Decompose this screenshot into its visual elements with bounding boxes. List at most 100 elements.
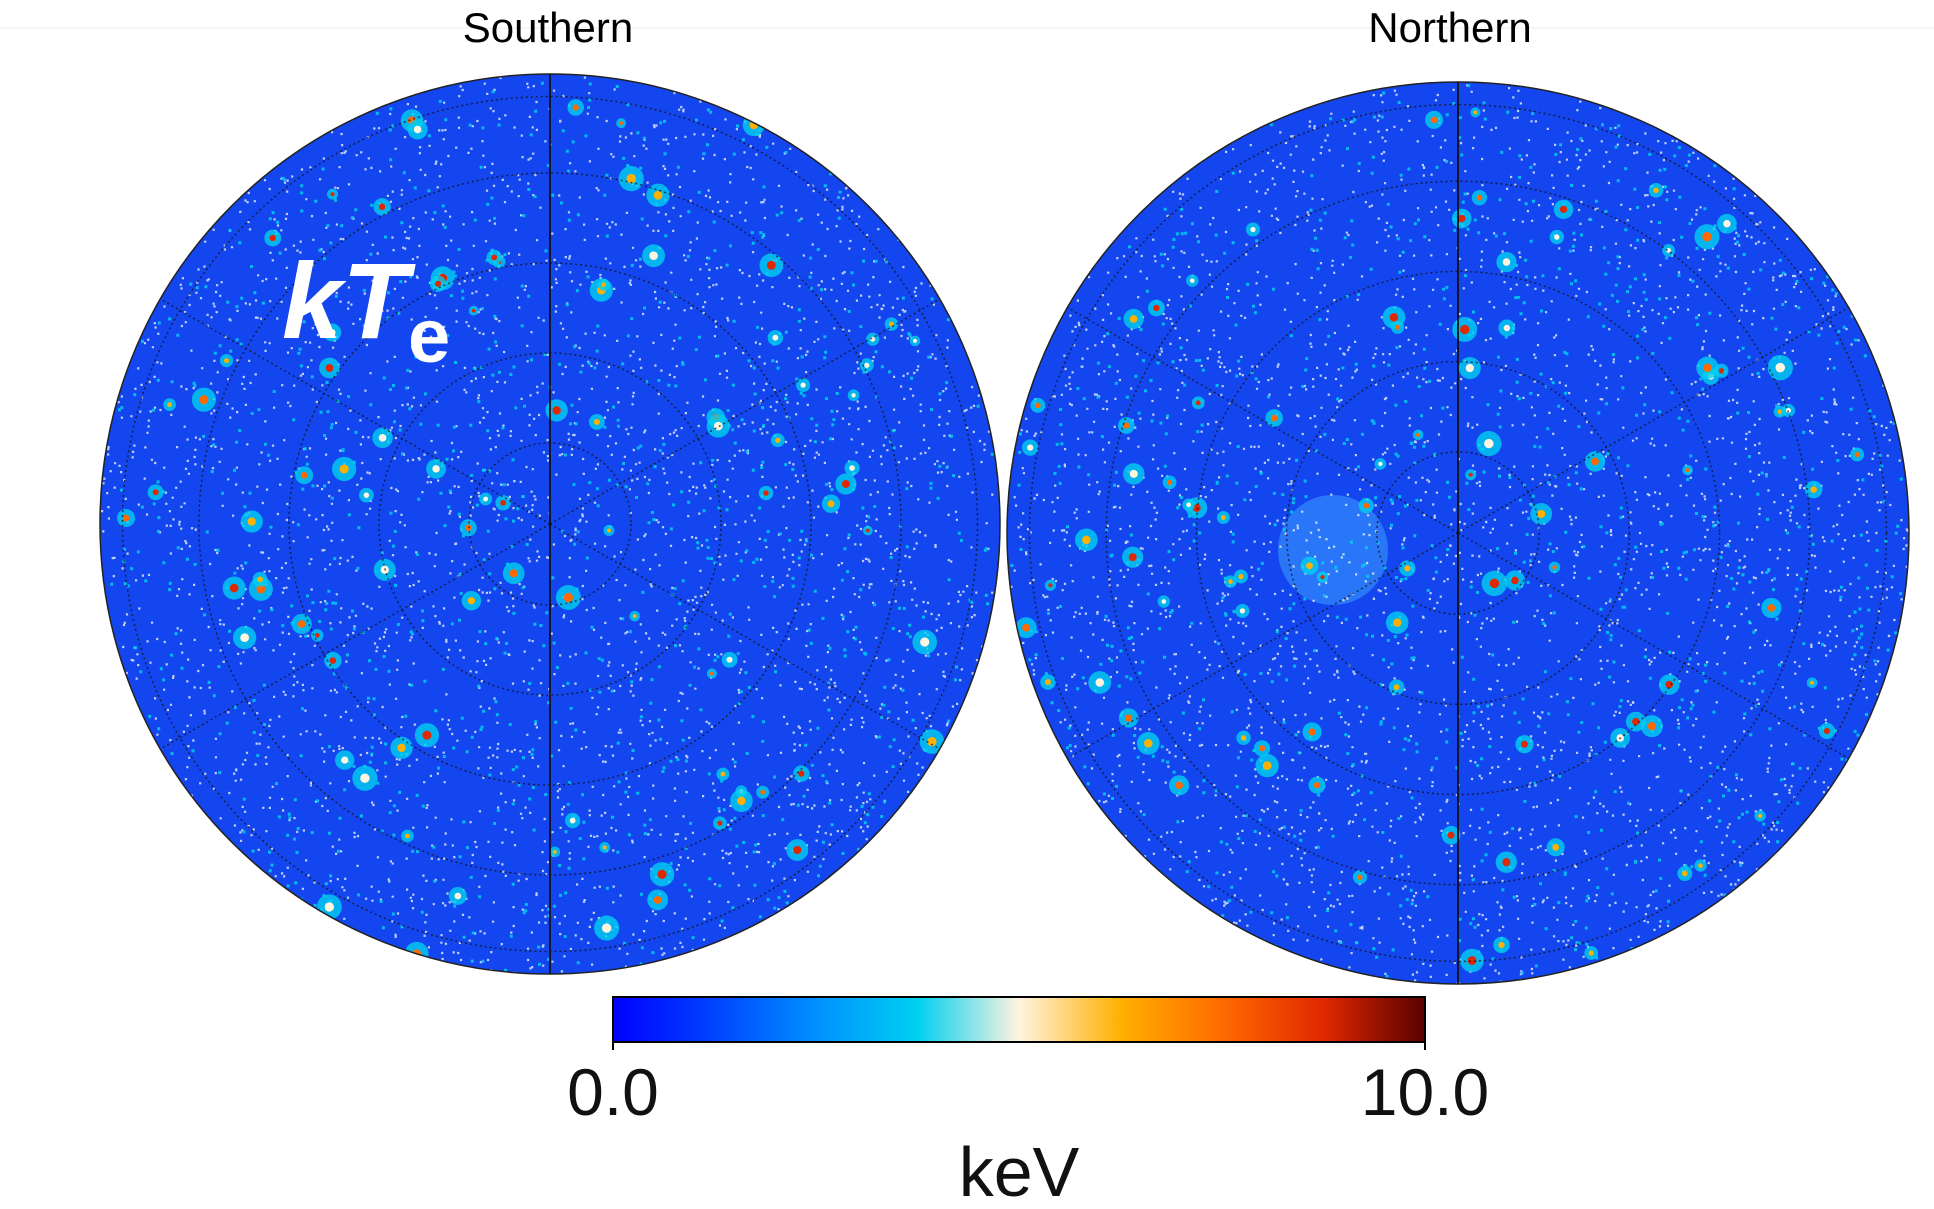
source-core (1469, 473, 1473, 477)
source-core (1314, 782, 1320, 788)
source-core (1723, 220, 1730, 227)
source-core (654, 896, 662, 904)
source-core (364, 492, 370, 498)
source-core (1082, 536, 1090, 544)
source-core (1431, 116, 1438, 123)
source-core (1390, 313, 1399, 322)
source-core (315, 633, 320, 638)
source-core (800, 382, 805, 387)
source-core (422, 731, 431, 740)
source-core (330, 657, 337, 664)
annotation-symbol: kT (282, 240, 416, 361)
source-core (1161, 599, 1166, 604)
source-core (1682, 871, 1688, 877)
source-core (1271, 415, 1278, 422)
sky-map (1007, 82, 1909, 985)
source-core (553, 850, 557, 854)
source-core (1474, 111, 1478, 115)
source-core (199, 395, 208, 404)
colorbar-ticks: 0.010.0 (567, 1042, 1489, 1129)
source-core (472, 309, 476, 313)
source-core (717, 821, 722, 826)
source-core (1320, 575, 1324, 579)
source-core (1378, 462, 1382, 466)
source-core (1035, 403, 1041, 409)
source-core (1552, 565, 1556, 569)
source-core (1686, 468, 1690, 472)
source-core (913, 339, 917, 343)
source-core (1130, 315, 1138, 323)
figure: Southern Northern kTe 0.010.0 keV (0, 0, 1934, 1204)
source-core (1511, 577, 1519, 585)
source-core (1196, 400, 1201, 405)
source-core (1357, 875, 1362, 880)
source-core (405, 834, 410, 839)
source-core (432, 465, 439, 472)
source-core (720, 772, 725, 777)
source-core (798, 771, 804, 777)
source-core (1776, 363, 1786, 373)
source-core (633, 614, 637, 618)
source-core (1703, 364, 1711, 372)
source-core (1768, 604, 1776, 612)
source-core (1552, 844, 1559, 851)
source-core (1250, 227, 1255, 232)
source-core (1395, 325, 1400, 330)
source-core (483, 497, 488, 502)
source-core (1263, 761, 1272, 770)
source-core (552, 406, 560, 414)
source-core (603, 845, 607, 849)
source-core (379, 434, 387, 442)
source-core (1022, 624, 1030, 632)
source-core (257, 577, 263, 583)
source-core (849, 465, 855, 471)
source-core (167, 402, 172, 407)
source-core (340, 464, 349, 473)
source-core (1240, 608, 1245, 613)
source-core (920, 637, 929, 646)
source-core (1186, 502, 1191, 507)
maps (100, 74, 1909, 985)
source-core (1129, 553, 1137, 561)
source-core (793, 846, 801, 854)
source-core (649, 251, 658, 260)
source-core (1502, 858, 1510, 866)
source-core (767, 261, 776, 270)
source-core (828, 500, 835, 507)
page: Southern Northern kTe 0.010.0 keV (() =>… (0, 0, 1934, 1204)
source-core (570, 818, 576, 824)
source-core (123, 515, 130, 522)
source-core (1810, 486, 1817, 493)
source-core (864, 363, 869, 368)
source-core (564, 593, 573, 602)
source-core (1393, 618, 1401, 626)
source-core (727, 657, 733, 663)
source-core (1719, 368, 1724, 373)
source-core (737, 797, 745, 805)
sky-map (100, 74, 1000, 974)
diffuse-glow (1278, 495, 1388, 605)
source-core (153, 489, 159, 495)
source-core (607, 528, 611, 532)
source-core (1537, 510, 1545, 518)
source-core (573, 104, 579, 110)
colorbar-label: keV (959, 1133, 1080, 1204)
source-core (491, 255, 497, 261)
source-core (1460, 325, 1469, 334)
source-core (1167, 480, 1172, 485)
source-core (240, 633, 249, 642)
panel-title: Southern (463, 4, 633, 51)
source-core (1490, 579, 1500, 589)
source-core (330, 192, 334, 196)
source-core (654, 191, 663, 200)
source-core (1777, 409, 1782, 414)
colorbar (613, 997, 1425, 1042)
source-core (1130, 470, 1138, 478)
source-core (468, 597, 475, 604)
source-core (298, 620, 306, 628)
panel-title: Northern (1368, 4, 1531, 51)
source-core (851, 393, 855, 397)
source-core (1144, 739, 1153, 748)
source-core (1363, 503, 1369, 509)
source-core (775, 438, 780, 443)
